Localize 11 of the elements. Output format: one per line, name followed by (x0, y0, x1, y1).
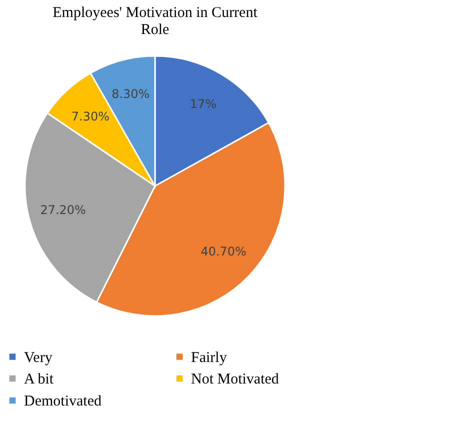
legend-label: Very (24, 350, 53, 366)
legend-label: Not Motivated (191, 372, 280, 388)
data-label: 7.30% (71, 109, 110, 124)
legend-label: Fairly (191, 350, 228, 366)
data-label: 8.30% (112, 87, 150, 102)
legend-label: Demotivated (24, 394, 102, 410)
data-label: 40.70% (200, 244, 246, 259)
data-label: 17% (190, 97, 216, 112)
legend-label: A bit (24, 372, 54, 388)
chart-title: Employees' Motivation in Current Role (52, 5, 258, 38)
data-label: 27.20% (40, 202, 86, 217)
